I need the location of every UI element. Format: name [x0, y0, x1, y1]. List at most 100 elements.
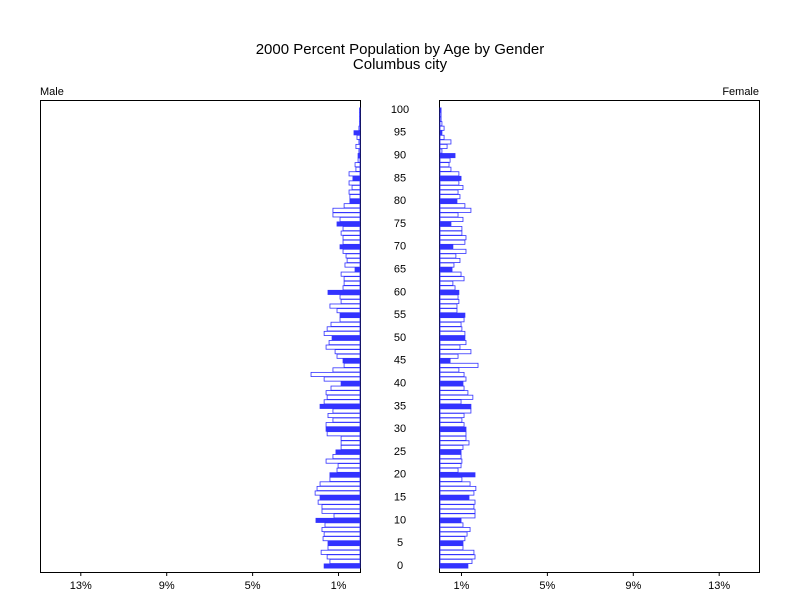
bar	[439, 285, 456, 291]
x-tick-label: 13%	[708, 580, 730, 592]
bar	[324, 522, 361, 528]
bar	[332, 212, 361, 218]
bar	[346, 257, 361, 263]
bar	[332, 367, 361, 373]
bar	[439, 212, 459, 218]
bar	[342, 226, 361, 232]
bar	[358, 139, 361, 145]
bar	[342, 285, 361, 291]
bar	[439, 226, 463, 232]
bar	[325, 344, 361, 350]
bar	[329, 303, 361, 309]
bar	[340, 440, 361, 446]
bar	[340, 299, 361, 305]
age-label: 40	[394, 378, 406, 390]
bar	[348, 171, 361, 177]
bar	[319, 495, 361, 501]
bar	[439, 207, 472, 213]
bar	[439, 367, 460, 373]
bar	[439, 175, 462, 181]
bar	[331, 335, 361, 341]
bar	[355, 143, 361, 149]
age-label: 30	[394, 423, 406, 435]
bar	[439, 554, 476, 560]
bar	[439, 390, 469, 396]
bar	[327, 545, 361, 551]
bar	[340, 381, 361, 387]
bar	[439, 463, 462, 469]
bar	[439, 353, 459, 359]
bar	[330, 385, 361, 391]
chart-title: 2000 Percent Population by Age by Gender	[256, 41, 545, 58]
bar	[351, 185, 361, 191]
bar	[323, 399, 361, 405]
bar	[336, 467, 361, 473]
bar	[439, 262, 455, 268]
bar	[439, 276, 465, 282]
bar	[323, 330, 361, 336]
bar	[326, 326, 361, 332]
x-tick-label: 13%	[70, 580, 92, 592]
bar	[439, 504, 475, 510]
bar	[348, 189, 361, 195]
bar	[357, 153, 361, 159]
bar	[439, 426, 467, 432]
bar	[354, 267, 361, 273]
bar	[439, 490, 475, 496]
age-label: 45	[394, 355, 406, 367]
bar	[336, 221, 361, 227]
bar	[439, 267, 453, 273]
bar	[439, 143, 448, 149]
bar	[439, 358, 451, 364]
age-label: 90	[394, 150, 406, 162]
bar	[439, 449, 462, 455]
bar	[439, 312, 466, 318]
x-tick-label: 5%	[245, 580, 261, 592]
bar	[323, 376, 361, 382]
bar	[439, 517, 462, 523]
bar	[325, 458, 361, 464]
bar	[340, 444, 361, 450]
bar	[439, 485, 477, 491]
bar	[329, 472, 361, 478]
bar	[354, 162, 361, 168]
x-tick-label: 1%	[331, 580, 347, 592]
bar	[439, 454, 462, 460]
x-tick-label: 9%	[159, 580, 175, 592]
bar	[439, 289, 460, 295]
bar	[439, 308, 458, 314]
bar	[314, 490, 361, 496]
age-label: 25	[394, 446, 406, 458]
bar	[439, 221, 452, 227]
bar	[439, 545, 464, 551]
age-label: 75	[394, 218, 406, 230]
bar	[326, 554, 361, 560]
bar	[327, 413, 361, 419]
bar	[348, 180, 361, 186]
bar	[439, 130, 443, 136]
bar	[439, 125, 445, 131]
age-label: 55	[394, 309, 406, 321]
age-label: 10	[394, 514, 406, 526]
bar	[439, 340, 467, 346]
bar	[439, 531, 468, 537]
bar	[439, 472, 476, 478]
bar	[439, 189, 459, 195]
bar	[336, 308, 361, 314]
bar	[439, 481, 471, 487]
bar	[320, 549, 361, 555]
bar	[349, 198, 361, 204]
bar	[325, 426, 361, 432]
bar	[321, 504, 361, 510]
bar	[439, 166, 452, 172]
age-label: 70	[394, 241, 406, 253]
bar	[339, 294, 361, 300]
bar	[439, 185, 464, 191]
bar	[342, 358, 361, 364]
bar	[329, 476, 361, 482]
bar	[439, 280, 454, 286]
bar	[439, 344, 461, 350]
bar	[343, 203, 361, 209]
bar	[319, 481, 361, 487]
